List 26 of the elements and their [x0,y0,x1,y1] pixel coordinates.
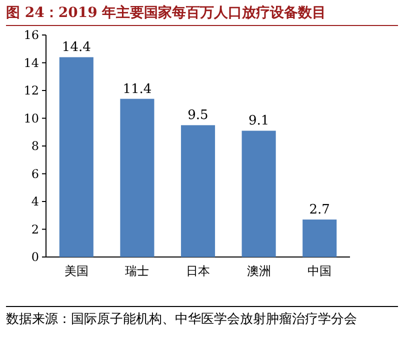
y-tick-label: 2 [31,222,39,236]
y-tick-label: 16 [24,28,39,42]
chart-title: 图 24：2019 年主要国家每百万人口放疗设备数目 [6,4,398,26]
x-tick-label: 澳洲 [246,264,271,278]
y-tick-label: 12 [24,84,39,98]
x-tick-label: 美国 [64,264,88,278]
y-tick-label: 10 [24,111,39,126]
x-tick-label: 日本 [186,264,210,278]
y-tick-label: 8 [31,139,39,153]
bar [302,220,337,257]
data-label: 14.4 [62,40,91,56]
bar [242,130,276,257]
data-label: 2.7 [309,202,330,218]
data-label: 9.5 [188,108,208,124]
data-label: 11.4 [122,82,152,97]
x-tick-label: 瑞士 [125,264,150,278]
y-tick-label: 14 [24,56,40,70]
y-tick-label: 4 [31,194,40,208]
bar [120,98,154,257]
bar [180,125,216,257]
source-note: 数据来源：国际原子能机构、中华医学会放射肿瘤治疗学分会 [6,311,358,329]
data-label: 9.1 [248,114,270,129]
y-tick-label: 0 [31,250,39,264]
bar [59,57,94,257]
y-tick-label: 6 [31,166,39,181]
x-tick-label: 中国 [308,264,332,278]
